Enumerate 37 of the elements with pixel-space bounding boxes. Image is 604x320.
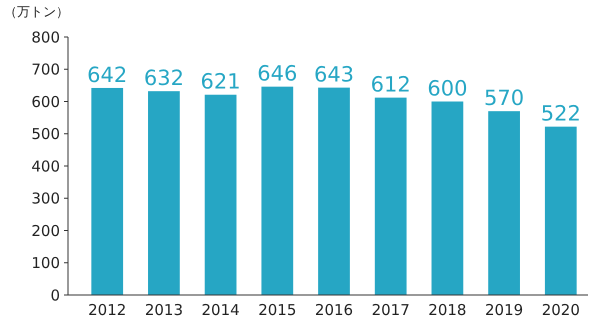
data-label: 522 (540, 102, 581, 126)
data-label: 632 (144, 66, 184, 90)
x-tick-label: 2012 (88, 301, 126, 319)
bar (374, 98, 407, 295)
data-label: 570 (484, 86, 524, 110)
bar (204, 94, 236, 295)
y-tick-label: 400 (31, 157, 60, 176)
bar (432, 102, 464, 295)
bar (318, 88, 350, 295)
x-tick-label: 2016 (314, 301, 354, 319)
data-label: 621 (200, 70, 241, 94)
bar (261, 86, 294, 295)
bar (91, 88, 124, 295)
data-label: 600 (427, 76, 468, 100)
bar (488, 111, 520, 295)
y-tick-label: 300 (31, 190, 60, 208)
y-tick-label: 100 (31, 254, 60, 272)
bar (544, 126, 577, 295)
x-tick-label: 2019 (484, 301, 524, 319)
y-tick-label: 500 (31, 125, 60, 143)
x-tick-label: 2018 (428, 301, 466, 319)
y-tick-label: 600 (31, 92, 60, 111)
y-tick-label: 700 (31, 60, 60, 78)
x-tick-label: 2015 (258, 301, 296, 319)
x-tick-label: 2020 (542, 301, 580, 319)
bar (148, 91, 180, 295)
y-tick-label: 800 (31, 28, 60, 46)
data-label: 646 (257, 62, 298, 86)
data-label: 642 (87, 62, 128, 87)
y-tick-label: 0 (50, 286, 60, 304)
data-label: 612 (370, 72, 411, 97)
x-tick-label: 2013 (144, 301, 184, 319)
y-axis-title: （万トン） (4, 5, 69, 20)
data-label: 643 (314, 62, 354, 87)
y-tick-label: 200 (31, 222, 60, 240)
x-tick-label: 2014 (202, 301, 240, 319)
x-tick-label: 2017 (372, 301, 410, 319)
